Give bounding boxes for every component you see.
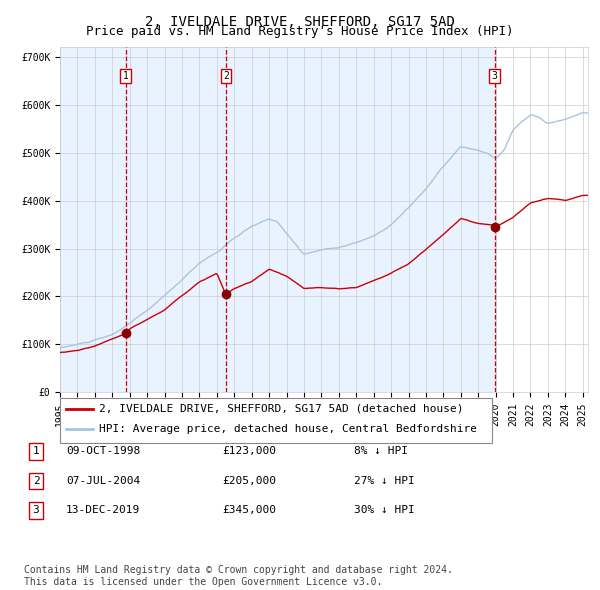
Text: 3: 3 xyxy=(492,71,498,81)
Text: £123,000: £123,000 xyxy=(222,447,276,456)
Text: £345,000: £345,000 xyxy=(222,506,276,515)
Text: Contains HM Land Registry data © Crown copyright and database right 2024.
This d: Contains HM Land Registry data © Crown c… xyxy=(24,565,453,587)
Text: 2: 2 xyxy=(32,476,40,486)
Text: 30% ↓ HPI: 30% ↓ HPI xyxy=(354,506,415,515)
Text: 1: 1 xyxy=(123,71,128,81)
Text: 8% ↓ HPI: 8% ↓ HPI xyxy=(354,447,408,456)
Text: 2: 2 xyxy=(223,71,229,81)
Text: 07-JUL-2004: 07-JUL-2004 xyxy=(66,476,140,486)
Text: £205,000: £205,000 xyxy=(222,476,276,486)
Text: 2, IVELDALE DRIVE, SHEFFORD, SG17 5AD: 2, IVELDALE DRIVE, SHEFFORD, SG17 5AD xyxy=(145,15,455,29)
Text: 1: 1 xyxy=(32,447,40,456)
Bar xyxy=(60,47,125,392)
Text: 27% ↓ HPI: 27% ↓ HPI xyxy=(354,476,415,486)
Text: 09-OCT-1998: 09-OCT-1998 xyxy=(66,447,140,456)
Text: 3: 3 xyxy=(32,506,40,515)
Bar xyxy=(125,47,226,392)
Text: Price paid vs. HM Land Registry's House Price Index (HPI): Price paid vs. HM Land Registry's House … xyxy=(86,25,514,38)
Bar xyxy=(226,47,495,392)
Text: 13-DEC-2019: 13-DEC-2019 xyxy=(66,506,140,515)
Text: HPI: Average price, detached house, Central Bedfordshire: HPI: Average price, detached house, Cent… xyxy=(99,424,477,434)
Text: 2, IVELDALE DRIVE, SHEFFORD, SG17 5AD (detached house): 2, IVELDALE DRIVE, SHEFFORD, SG17 5AD (d… xyxy=(99,404,464,414)
